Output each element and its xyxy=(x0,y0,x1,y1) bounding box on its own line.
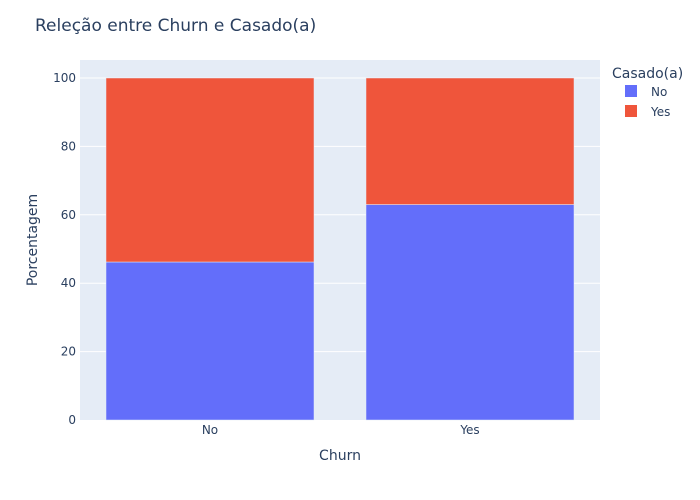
legend-title: Casado(a) xyxy=(612,66,683,82)
y-tick-label: 100 xyxy=(53,71,76,85)
y-axis-label: Porcentagem xyxy=(25,194,41,286)
bar-no-no[interactable] xyxy=(105,261,315,421)
bar-yes-no[interactable] xyxy=(105,77,315,263)
x-tick-label: Yes xyxy=(459,423,479,437)
chart-title: Releção entre Churn e Casado(a) xyxy=(35,16,316,36)
x-tick-label: No xyxy=(202,423,218,437)
x-axis-ticks: No Yes xyxy=(202,423,480,437)
legend-label-yes[interactable]: Yes xyxy=(650,105,670,119)
legend-label-no[interactable]: No xyxy=(651,85,667,99)
y-tick-label: 60 xyxy=(61,208,76,222)
x-axis-label: Churn xyxy=(319,448,361,464)
bar-group xyxy=(105,77,575,421)
y-tick-label: 80 xyxy=(61,139,76,153)
legend-swatch-yes[interactable] xyxy=(625,105,637,117)
legend-swatch-no[interactable] xyxy=(625,85,637,97)
y-tick-label: 20 xyxy=(61,345,76,359)
bar-no-yes[interactable] xyxy=(365,204,575,421)
bar-yes-yes[interactable] xyxy=(365,77,575,205)
y-tick-label: 40 xyxy=(61,276,76,290)
y-tick-label: 0 xyxy=(68,413,76,427)
legend: Casado(a) No Yes xyxy=(612,66,683,119)
y-axis-ticks: 0 20 40 60 80 100 xyxy=(53,71,76,427)
